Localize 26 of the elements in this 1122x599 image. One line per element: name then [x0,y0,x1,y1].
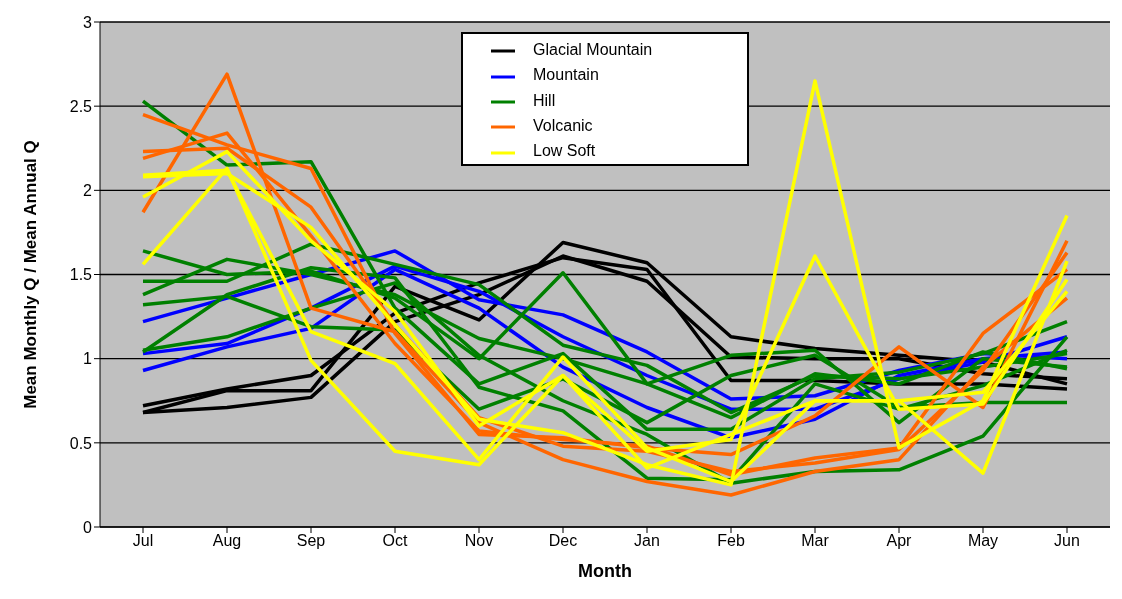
x-tick-label: Nov [464,532,494,550]
x-tick-label: Sep [296,532,326,550]
y-tick-label: 2 [83,182,93,200]
y-tick-label: 2.5 [69,97,93,115]
y-tick-label: 1.5 [69,266,93,284]
x-tick-label: Jul [132,532,154,550]
x-tick-label: Jan [634,532,660,550]
legend-label: Hill [533,91,556,109]
x-tick-label: May [967,532,999,550]
legend-label: Mountain [533,66,599,84]
x-tick-label: Aug [212,532,242,550]
x-tick-label: Apr [886,532,913,550]
x-tick-label: Mar [801,532,830,550]
x-tick-label: Oct [382,532,408,550]
y-tick-label: 0 [83,518,93,536]
x-tick-label: Jun [1054,532,1080,550]
x-axis-title: Month [578,561,632,581]
y-tick-label: 3 [83,13,93,31]
y-axis-title: Mean Monthly Q / Mean Annual Q [21,140,41,409]
legend-label: Glacial Mountain [533,41,653,58]
y-tick-label: 1 [83,350,93,368]
x-tick-label: Dec [548,532,578,550]
x-tick-label: Feb [717,532,745,550]
legend-label: Volcanic [533,116,593,134]
y-tick-label: 0.5 [69,434,93,452]
legend-label: Low Soft [533,142,596,160]
